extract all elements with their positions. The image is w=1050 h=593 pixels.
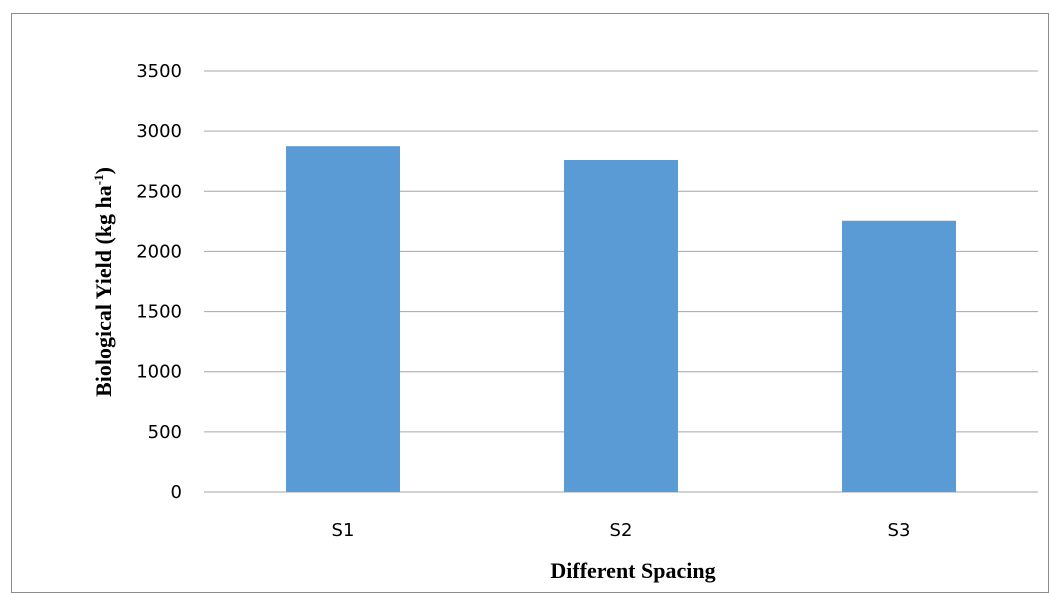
y-axis-title-superscript: -1 [91, 174, 106, 185]
y-tick-label: 1500 [136, 302, 182, 323]
x-tick-label: S2 [610, 520, 633, 541]
bar-s1 [286, 146, 400, 492]
bar-s2 [564, 160, 678, 493]
y-tick-label: 500 [148, 422, 182, 443]
x-tick-labels: S1 S2 S3 [332, 520, 911, 541]
y-tick-label: 1000 [136, 362, 182, 383]
y-axis-title-suffix: ) [91, 167, 116, 174]
y-axis-title-main: Biological Yield (kg ha [91, 185, 116, 397]
y-axis-title: Biological Yield (kg ha-1) [91, 167, 116, 397]
x-tick-label: S3 [888, 520, 911, 541]
bar-s3 [842, 220, 956, 492]
y-tick-label: 2500 [136, 181, 182, 202]
y-tick-label: 3500 [136, 61, 182, 82]
y-tick-label: 2000 [136, 241, 182, 262]
y-tick-labels: 0 500 1000 1500 2000 2500 3000 3500 [136, 61, 182, 503]
x-tick-label: S1 [332, 520, 355, 541]
y-tick-label: 3000 [136, 121, 182, 142]
bars [286, 146, 956, 493]
x-axis-title: Different Spacing [550, 558, 715, 583]
y-tick-label: 0 [171, 482, 182, 503]
